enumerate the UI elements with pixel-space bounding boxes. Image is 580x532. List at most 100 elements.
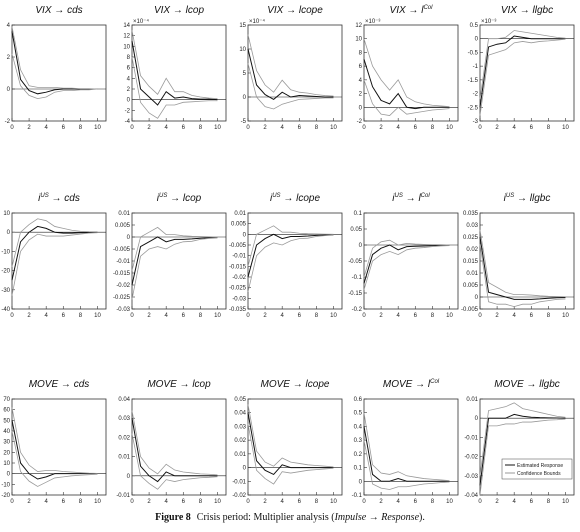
y-tick-label: 4 (127, 76, 131, 82)
x-tick-label: 6 (530, 125, 534, 131)
y-tick-label: 0.02 (234, 438, 246, 444)
y-tick-label: 2 (7, 55, 11, 61)
panel-title: MOVE → llgbc (494, 379, 560, 390)
x-tick-label: 0 (10, 125, 14, 131)
x-tick-label: 2 (27, 499, 31, 505)
x-tick-label: 8 (199, 125, 203, 131)
y-tick-label: -2 (125, 108, 131, 114)
caption-impulse: Impulse (334, 512, 367, 523)
y-tick-label: -0.02 (464, 455, 478, 461)
confidence-bound-line-2 (479, 244, 566, 308)
title-response: lcop (183, 193, 202, 204)
y-tick-label: 0 (475, 37, 479, 43)
title-arrow: → (177, 379, 193, 390)
y-tick-label: 0.015 (463, 259, 479, 265)
y-tick-label: 0.05 (350, 227, 362, 233)
x-tick-label: 6 (182, 313, 186, 319)
x-tick-label: 4 (165, 125, 169, 131)
title-response: lcop (192, 379, 211, 390)
title-response: l (428, 379, 431, 390)
x-tick-label: 4 (45, 313, 49, 319)
title-response: lcope (306, 379, 330, 390)
y-tick-label: 0.01 (234, 211, 246, 217)
title-response: llgbc (533, 5, 554, 16)
title-impulse-sup: US (159, 193, 167, 199)
title-arrow: → (290, 379, 306, 390)
y-tick-label: -0.01 (232, 479, 246, 485)
confidence-bound-line-2 (363, 245, 450, 290)
y-tick-label: -0.02 (232, 493, 246, 499)
y-tick-label: 0.035 (463, 211, 479, 217)
x-tick-label: 0 (478, 313, 482, 319)
x-tick-label: 2 (27, 125, 31, 131)
y-tick-label: -0.5 (468, 50, 479, 56)
x-tick-label: 6 (298, 125, 302, 131)
x-tick-label: 0 (130, 499, 134, 505)
x-tick-label: 10 (214, 125, 221, 131)
y-tick-label: 0.04 (118, 397, 130, 403)
y-tick-label: -0.01 (232, 254, 246, 260)
x-tick-label: 0 (130, 125, 134, 131)
x-tick-label: 6 (62, 125, 66, 131)
x-tick-label: 8 (315, 313, 319, 319)
confidence-bound-line-2 (479, 418, 566, 496)
estimated-response-line (131, 418, 218, 483)
x-tick-label: 4 (281, 313, 285, 319)
title-arrow: → (412, 379, 428, 390)
x-tick-label: 0 (10, 313, 14, 319)
title-arrow: → (283, 5, 299, 16)
x-tick-label: 8 (79, 499, 83, 505)
y-tick-label: 0.01 (118, 455, 130, 461)
caption-text-after: ). (419, 512, 425, 523)
x-tick-label: 6 (530, 313, 534, 319)
x-tick-label: 6 (298, 313, 302, 319)
y-tick-label: 0.01 (466, 397, 478, 403)
confidence-bound-line-2 (247, 234, 334, 293)
confidence-bound-line-2 (363, 440, 450, 490)
x-tick-label: 4 (397, 125, 401, 131)
estimated-response-line (363, 244, 450, 284)
x-tick-label: 0 (10, 499, 14, 505)
title-arrow: → (170, 5, 186, 16)
legend-bounds-label: Confidence Bounds (517, 471, 561, 477)
y-tick-label: 0 (127, 235, 131, 241)
confidence-bound-line-2 (363, 79, 450, 116)
y-tick-label: 0.1 (354, 211, 363, 217)
title-impulse: VIX (154, 5, 170, 16)
y-tick-label: 0.005 (115, 223, 131, 229)
panel-title: VIX → cds (35, 5, 82, 16)
y-tick-label: 0.03 (466, 223, 478, 229)
y-tick-label: -2 (473, 92, 479, 98)
y-tick-label: 0.01 (234, 452, 246, 458)
title-arrow: → (514, 193, 530, 204)
y-tick-label: 0.6 (354, 397, 363, 403)
estimated-response-line (479, 236, 566, 300)
y-tick-label: -10 (1, 482, 10, 488)
panel-6: iUS → cds -40 -30 -20 -10 0 10 0 2 4 6 8 10 (1, 193, 107, 319)
y-tick-label: -0.035 (229, 307, 247, 313)
y-tick-label: 6 (127, 66, 131, 72)
y-tick-label: 10 (239, 47, 246, 53)
panel-title: iUS → lcop (157, 193, 202, 204)
y-tick-label: 0.5 (354, 411, 363, 417)
y-tick-label: -40 (1, 307, 10, 313)
panel-7: iUS → lcop -0.03 -0.025 -0.02 -0.015 -0.01 -0.… (113, 193, 227, 319)
estimated-response-line (11, 420, 98, 480)
y-tick-label: -0.04 (464, 493, 478, 499)
axis-exponent: ×10⁻⁴ (249, 18, 265, 25)
panel-15: MOVE → llgbc -0.04 -0.03 -0.02 -0.01 0 0.01 0 2 4… (464, 379, 575, 505)
plot-frame (247, 398, 343, 496)
estimated-response-line (247, 48, 334, 101)
y-tick-label: 0 (475, 295, 479, 301)
confidence-bound-line-1 (131, 226, 218, 271)
plot-frame (131, 398, 227, 496)
x-tick-label: 8 (547, 313, 551, 319)
x-tick-label: 6 (414, 499, 418, 505)
confidence-bound-line-1 (363, 38, 450, 107)
panel-title: iUS → cds (38, 193, 80, 204)
title-arrow: → (517, 5, 533, 16)
confidence-bound-line-1 (363, 239, 450, 278)
confidence-bound-line-2 (11, 53, 98, 100)
